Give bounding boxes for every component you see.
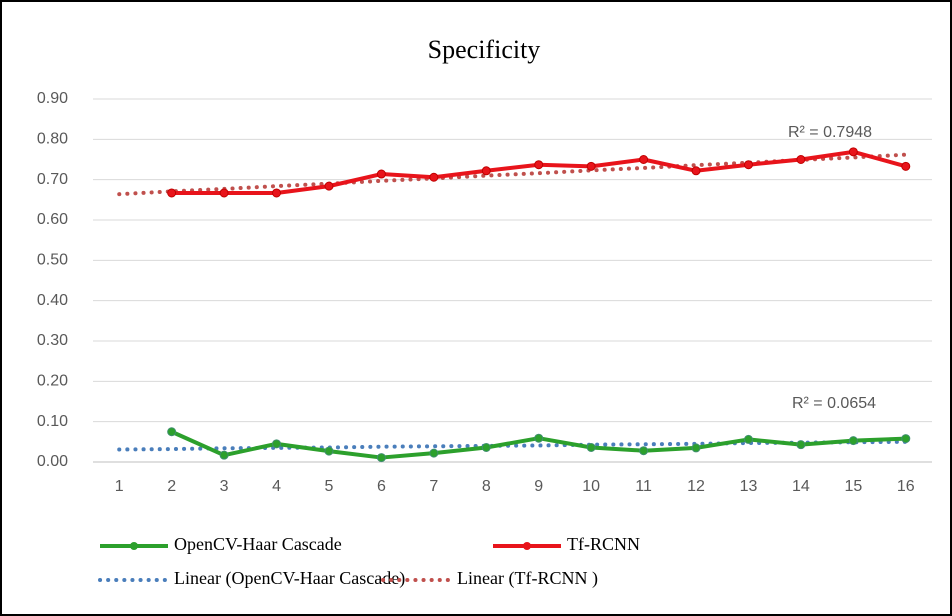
marker — [691, 166, 701, 176]
y-tick-label: 0.20 — [37, 373, 68, 390]
x-tick-label: 5 — [325, 478, 334, 495]
x-tick-label: 15 — [844, 478, 862, 495]
legend-label: Tf-RCNN — [567, 534, 640, 554]
y-tick-label: 0.00 — [37, 453, 68, 470]
marker — [743, 434, 753, 444]
y-tick-label: 0.10 — [37, 413, 68, 430]
x-tick-label: 12 — [687, 478, 705, 495]
marker — [534, 433, 544, 443]
marker — [901, 161, 911, 171]
y-tick-label: 0.90 — [37, 90, 68, 107]
r-squared-label: R² = 0.7948 — [788, 124, 872, 141]
marker — [272, 439, 282, 449]
chart-title: Specificity — [428, 35, 541, 64]
legend-label: Linear (Tf-RCNN ) — [457, 568, 598, 589]
marker — [639, 446, 649, 456]
y-tick-label: 0.50 — [37, 252, 68, 269]
marker — [796, 440, 806, 450]
y-tick-label: 0.80 — [37, 131, 68, 148]
x-tick-label: 13 — [740, 478, 758, 495]
legend-label: OpenCV-Haar Cascade — [174, 534, 342, 554]
x-tick-label: 10 — [582, 478, 600, 495]
marker — [691, 443, 701, 453]
x-tick-label: 11 — [635, 478, 652, 495]
marker — [219, 450, 229, 460]
marker — [376, 169, 386, 179]
marker — [272, 188, 282, 198]
y-tick-label: 0.30 — [37, 332, 68, 349]
y-tick-label: 0.60 — [37, 211, 68, 228]
x-tick-label: 9 — [534, 478, 543, 495]
x-tick-label: 7 — [429, 478, 438, 495]
marker — [481, 442, 491, 452]
marker — [324, 181, 334, 191]
legend-marker — [130, 542, 138, 550]
marker — [481, 166, 491, 176]
marker — [796, 155, 806, 164]
marker — [586, 161, 596, 171]
marker — [639, 155, 649, 164]
x-tick-label: 1 — [115, 478, 124, 495]
y-tick-label: 0.40 — [37, 292, 68, 309]
x-tick-label: 8 — [482, 478, 491, 495]
marker — [167, 427, 177, 437]
marker — [324, 446, 334, 456]
x-tick-label: 6 — [377, 478, 386, 495]
marker — [743, 160, 753, 170]
marker — [586, 442, 596, 452]
marker — [848, 436, 858, 446]
marker — [848, 147, 858, 157]
legend-label: Linear (OpenCV-Haar Cascade) — [174, 568, 405, 589]
marker — [376, 453, 386, 463]
y-tick-label: 0.70 — [37, 171, 68, 188]
x-tick-label: 16 — [897, 478, 915, 495]
marker — [219, 188, 229, 198]
marker — [429, 448, 439, 458]
legend-marker — [523, 542, 531, 550]
x-tick-label: 2 — [167, 478, 176, 495]
marker — [167, 188, 177, 198]
x-tick-label: 4 — [272, 478, 281, 495]
marker — [429, 172, 439, 182]
marker — [534, 160, 544, 170]
marker — [901, 434, 911, 444]
r-squared-label: R² = 0.0654 — [792, 395, 876, 412]
x-tick-label: 3 — [220, 478, 229, 495]
x-tick-label: 14 — [792, 478, 810, 495]
